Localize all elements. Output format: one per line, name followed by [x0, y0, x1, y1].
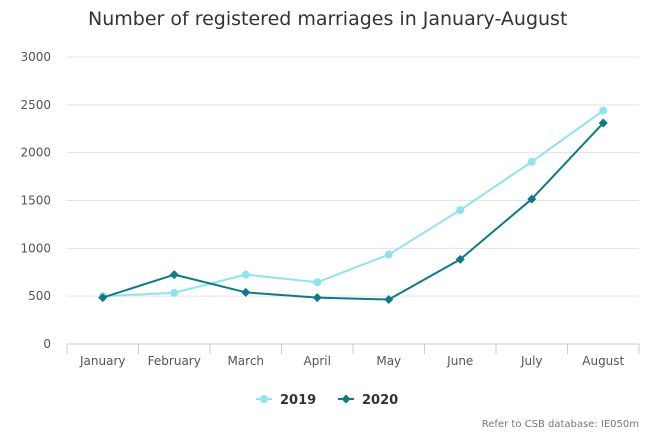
y-tick-label: 3000 [20, 50, 51, 64]
series-2020 [98, 118, 608, 305]
legend: 2019 2020 [256, 393, 398, 408]
x-tick-label: January [79, 354, 126, 368]
data-point[interactable] [598, 118, 608, 128]
data-point[interactable] [527, 157, 536, 166]
x-tick-label: April [304, 354, 331, 368]
chart-title: Number of registered marriages in Januar… [88, 8, 567, 30]
data-point[interactable] [456, 206, 465, 215]
data-point[interactable] [384, 295, 394, 305]
y-axis: 0 500 1000 1500 2000 2500 3000 [20, 50, 51, 351]
source-credit[interactable]: Refer to CSB database: IE050m [482, 419, 639, 430]
x-tick-label: March [227, 354, 264, 368]
x-tick-label: June [446, 354, 473, 368]
data-point[interactable] [98, 293, 108, 303]
x-tick-label: July [520, 354, 543, 368]
data-point[interactable] [527, 194, 537, 204]
y-tick-label: 500 [28, 289, 51, 303]
data-point[interactable] [241, 270, 250, 279]
series-line-2019 [101, 109, 605, 298]
series-line-2020 [101, 122, 605, 301]
x-tick-label: August [582, 354, 624, 368]
series-layer [98, 106, 608, 305]
x-axis: January February March April May June July Augu… [66, 344, 640, 368]
series-2019 [98, 106, 608, 301]
data-point[interactable] [241, 287, 251, 297]
data-point[interactable] [312, 293, 322, 303]
data-point[interactable] [599, 106, 608, 115]
data-point[interactable] [455, 254, 465, 264]
legend-label: 2019 [280, 393, 316, 408]
y-tick-label: 1500 [20, 194, 51, 208]
legend-marker [341, 394, 351, 404]
gridlines [67, 56, 639, 345]
legend-marker [260, 395, 268, 403]
y-tick-label: 2000 [20, 146, 51, 160]
y-tick-label: 0 [43, 337, 51, 351]
data-point[interactable] [169, 270, 179, 280]
x-tick-label: February [148, 354, 201, 368]
legend-item-2019[interactable]: 2019 [256, 393, 316, 408]
x-tick-label: May [376, 354, 401, 368]
data-point[interactable] [384, 250, 393, 259]
legend-label: 2020 [362, 393, 398, 408]
data-point[interactable] [170, 288, 179, 297]
legend-item-2020[interactable]: 2020 [338, 393, 398, 408]
y-tick-label: 1000 [20, 241, 51, 255]
data-point[interactable] [313, 278, 322, 287]
y-tick-label: 2500 [20, 98, 51, 112]
